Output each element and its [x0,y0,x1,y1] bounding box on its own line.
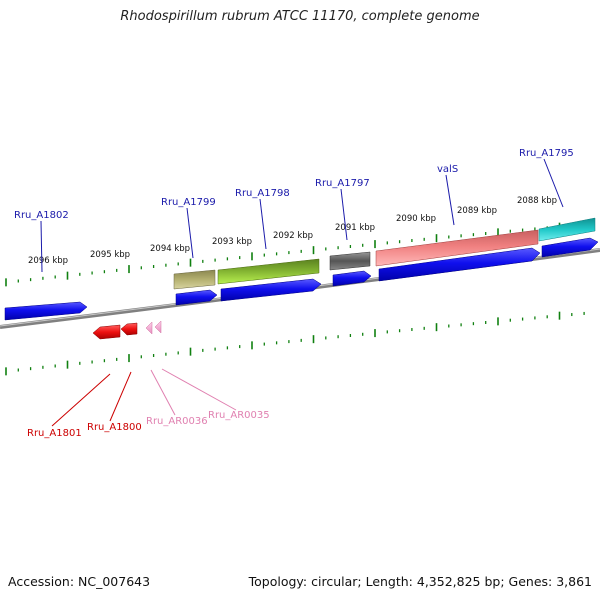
scale-label-2095: 2095 kbp [90,250,130,260]
scale-label-2092: 2092 kbp [273,231,313,241]
gene-arrow-rru-a1799[interactable] [175,289,218,306]
leader-rru-ar0036 [150,369,176,416]
gene-arrow-rru-a1797[interactable] [332,270,372,287]
gene-arrow-rru-a1802[interactable] [4,301,88,321]
gene-label-rru-a1799[interactable]: Rru_A1799 [161,197,216,208]
scale-label-2089: 2089 kbp [457,206,497,216]
lower-scale-ruler [5,311,585,376]
map-title: Rhodospirillum rubrum ATCC 11170, comple… [120,9,480,24]
feature-green[interactable] [217,258,320,285]
leader-rru-a1798 [259,198,267,250]
gene-arrow-vals[interactable] [378,247,541,282]
scale-label-2090: 2090 kbp [396,214,436,224]
leader-rru-a1797 [340,188,348,241]
leader-rru-a1799 [186,207,194,259]
gene-label-vals[interactable]: valS [437,164,458,175]
gene-label-rru-a1795[interactable]: Rru_A1795 [519,148,574,159]
feature-olive[interactable] [173,269,216,290]
scale-label-2094: 2094 kbp [150,244,190,254]
rna-arrow-rru-ar0035[interactable] [154,320,162,334]
leader-rru-ar0035 [161,368,237,411]
leader-rru-a1802 [40,220,43,273]
topology-text: Topology: circular; Length: 4,352,825 bp… [248,574,592,589]
scale-label-2088: 2088 kbp [517,196,557,206]
gene-label-rru-a1798[interactable]: Rru_A1798 [235,188,290,199]
gene-arrow-rru-a1795[interactable] [541,237,599,258]
scale-label-2096: 2096 kbp [28,256,68,266]
leader-rru-a1795 [543,158,564,208]
leader-vals [445,174,455,226]
rna-arrow-rru-ar0036[interactable] [145,321,153,335]
gene-label-rru-a1802[interactable]: Rru_A1802 [14,210,69,221]
gene-label-rru-a1801[interactable]: Rru_A1801 [27,428,82,439]
gene-arrow-rru-a1798[interactable] [220,278,322,302]
gene-arrow-rru-a1800[interactable] [120,322,138,336]
gene-label-rru-a1800[interactable]: Rru_A1800 [87,422,142,433]
gene-label-rru-ar0036[interactable]: Rru_AR0036 [146,416,208,427]
leader-rru-a1800 [109,371,132,422]
gene-arrow-rru-a1801[interactable] [92,324,121,340]
feature-cyan[interactable] [538,217,596,242]
accession-text: Accession: NC_007643 [8,574,151,589]
gene-label-rru-ar0035[interactable]: Rru_AR0035 [208,410,270,421]
feature-trna-vals[interactable] [375,229,539,267]
scale-label-2093: 2093 kbp [212,237,252,247]
leader-rru-a1801 [51,373,111,427]
upper-scale-ruler [5,222,585,287]
gene-label-rru-a1797[interactable]: Rru_A1797 [315,178,370,189]
feature-gray[interactable] [329,251,371,271]
scale-label-2091: 2091 kbp [335,223,375,233]
